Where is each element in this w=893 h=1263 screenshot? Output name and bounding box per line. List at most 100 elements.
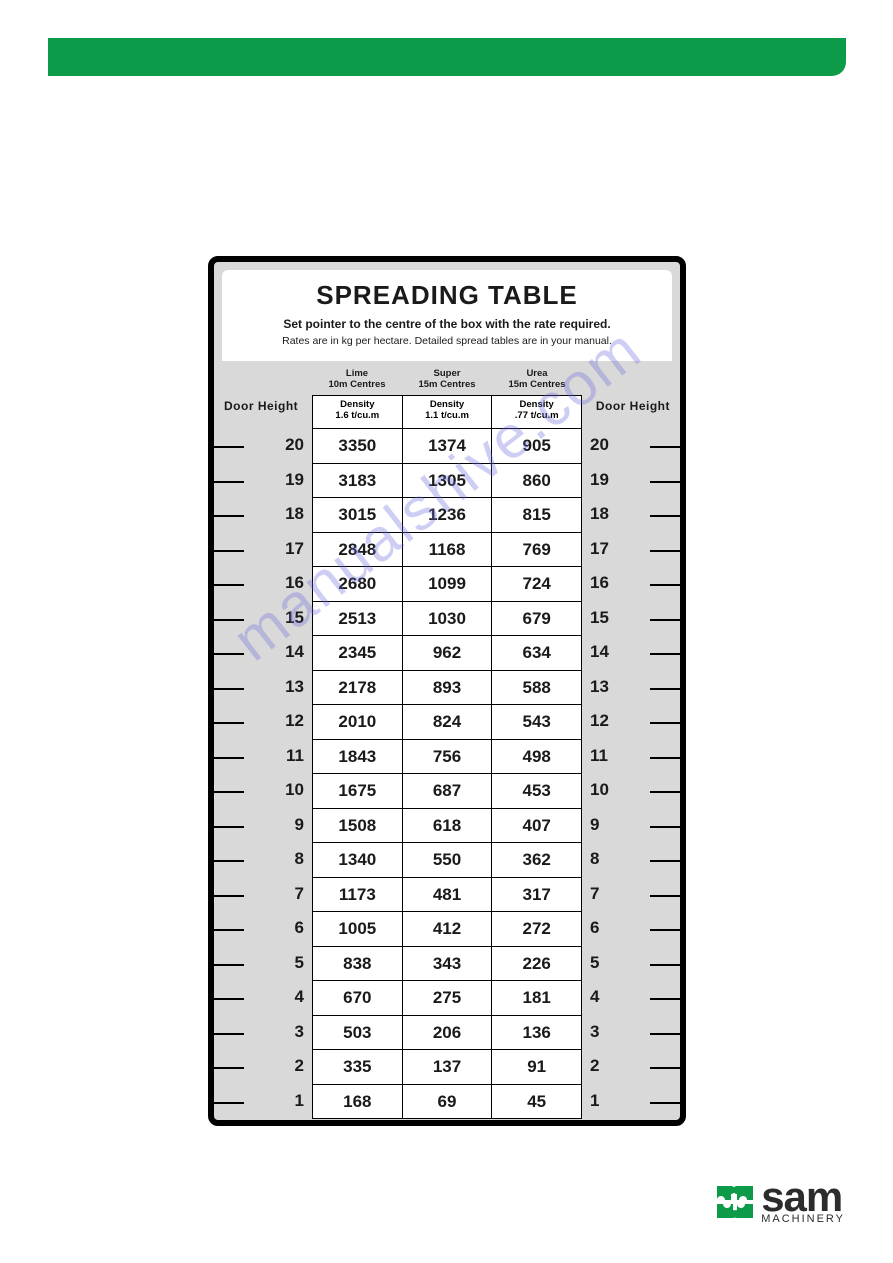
data-table: Lime10m CentresSuper15m CentresUrea15m C… xyxy=(312,367,582,1119)
table-cell: 670 xyxy=(312,981,403,1016)
table-cell: 1675 xyxy=(312,774,403,809)
ruler-tick: 18 xyxy=(214,498,312,533)
table-cell: 362 xyxy=(492,843,582,878)
tick-line xyxy=(214,1102,244,1104)
tick-number: 4 xyxy=(295,987,304,1007)
tick-line xyxy=(650,998,680,1000)
spreading-table-card: SPREADING TABLE Set pointer to the centr… xyxy=(208,256,686,1126)
tick-line xyxy=(650,757,680,759)
tick-number: 18 xyxy=(285,504,304,524)
table-row: 1340550362 xyxy=(312,843,582,878)
ruler-tick: 3 xyxy=(214,1016,312,1051)
table-row: 33513791 xyxy=(312,1050,582,1085)
table-row: 2345962634 xyxy=(312,636,582,671)
card-subtitle-1: Set pointer to the centre of the box wit… xyxy=(228,317,666,331)
ruler-tick: 4 xyxy=(214,981,312,1016)
tick-line xyxy=(650,550,680,552)
tick-number: 16 xyxy=(285,573,304,593)
door-height-label-left: Door Height xyxy=(218,399,312,413)
tick-number: 8 xyxy=(590,849,599,869)
ruler-tick: 19 xyxy=(582,464,680,499)
table-cell: 1168 xyxy=(403,533,493,568)
tick-number: 11 xyxy=(286,746,304,766)
tick-number: 8 xyxy=(295,849,304,869)
tick-number: 3 xyxy=(295,1022,304,1042)
table-row: 1843756498 xyxy=(312,740,582,775)
table-row: 31831305860 xyxy=(312,464,582,499)
tick-number: 13 xyxy=(590,677,609,697)
tick-line xyxy=(650,826,680,828)
col-name: Super xyxy=(434,368,461,379)
tick-line xyxy=(214,757,244,759)
door-height-label-right: Door Height xyxy=(582,399,676,413)
tick-line xyxy=(650,653,680,655)
tick-line xyxy=(650,1102,680,1104)
tick-number: 20 xyxy=(285,435,304,455)
tick-line xyxy=(650,619,680,621)
ruler-tick: 17 xyxy=(582,533,680,568)
ruler-tick: 1 xyxy=(582,1085,680,1120)
ruler-tick: 9 xyxy=(214,809,312,844)
table-cell: 2513 xyxy=(312,602,403,637)
tick-number: 9 xyxy=(295,815,304,835)
tick-line xyxy=(214,1067,244,1069)
tick-line xyxy=(214,515,244,517)
ruler-tick: 18 xyxy=(582,498,680,533)
ruler-tick: 13 xyxy=(214,671,312,706)
table-cell: 91 xyxy=(492,1050,582,1085)
table-row: 26801099724 xyxy=(312,567,582,602)
ruler-tick: 5 xyxy=(214,947,312,982)
table-cell: 168 xyxy=(312,1085,403,1120)
col-name: Lime xyxy=(346,368,368,379)
table-cell: 1005 xyxy=(312,912,403,947)
table-cell: 317 xyxy=(492,878,582,913)
tick-number: 2 xyxy=(295,1056,304,1076)
table-cell: 137 xyxy=(403,1050,493,1085)
tick-number: 3 xyxy=(590,1022,599,1042)
tick-number: 16 xyxy=(590,573,609,593)
table-cell: 550 xyxy=(403,843,493,878)
table-cell: 481 xyxy=(403,878,493,913)
table-cell: 503 xyxy=(312,1016,403,1051)
table-cell: 543 xyxy=(492,705,582,740)
tick-number: 15 xyxy=(590,608,609,628)
density-cell: Density1.6 t/cu.m xyxy=(312,395,403,429)
tick-line xyxy=(214,550,244,552)
ruler-tick: 10 xyxy=(214,774,312,809)
tick-number: 10 xyxy=(590,780,609,800)
tick-number: 9 xyxy=(590,815,599,835)
tick-number: 19 xyxy=(285,470,304,490)
tick-line xyxy=(214,722,244,724)
ruler-tick: 15 xyxy=(582,602,680,637)
ruler-tick: 11 xyxy=(582,740,680,775)
ruler-tick: 4 xyxy=(582,981,680,1016)
ruler-tick: 16 xyxy=(582,567,680,602)
ruler-tick: 9 xyxy=(582,809,680,844)
table-cell: 2848 xyxy=(312,533,403,568)
tick-line xyxy=(214,481,244,483)
table-row: 1173481317 xyxy=(312,878,582,913)
ruler-tick: 17 xyxy=(214,533,312,568)
ruler-tick: 14 xyxy=(214,636,312,671)
logo-brand-text: sam xyxy=(761,1179,845,1215)
table-cell: 2010 xyxy=(312,705,403,740)
tick-number: 5 xyxy=(295,953,304,973)
tick-number: 12 xyxy=(590,711,609,731)
table-row: 2178893588 xyxy=(312,671,582,706)
tick-line xyxy=(650,791,680,793)
table-cell: 136 xyxy=(492,1016,582,1051)
table-row: 25131030679 xyxy=(312,602,582,637)
table-cell: 838 xyxy=(312,947,403,982)
tick-number: 2 xyxy=(590,1056,599,1076)
col-centres: 10m Centres xyxy=(328,379,385,390)
tick-line xyxy=(214,860,244,862)
ruler-tick: 2 xyxy=(582,1050,680,1085)
tick-line xyxy=(214,1033,244,1035)
ruler-tick: 20 xyxy=(582,429,680,464)
tick-line xyxy=(214,998,244,1000)
table-cell: 226 xyxy=(492,947,582,982)
tick-number: 18 xyxy=(590,504,609,524)
table-cell: 1508 xyxy=(312,809,403,844)
table-row: 1005412272 xyxy=(312,912,582,947)
tick-number: 4 xyxy=(590,987,599,1007)
